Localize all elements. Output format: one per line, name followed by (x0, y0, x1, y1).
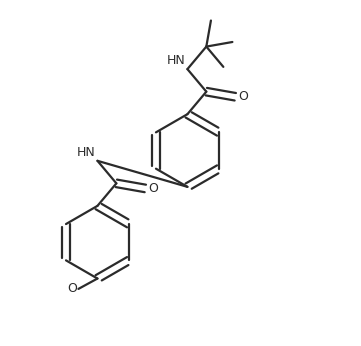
Text: O: O (148, 182, 158, 195)
Text: O: O (67, 282, 77, 295)
Text: HN: HN (77, 146, 96, 159)
Text: HN: HN (167, 54, 186, 67)
Text: O: O (238, 90, 248, 103)
